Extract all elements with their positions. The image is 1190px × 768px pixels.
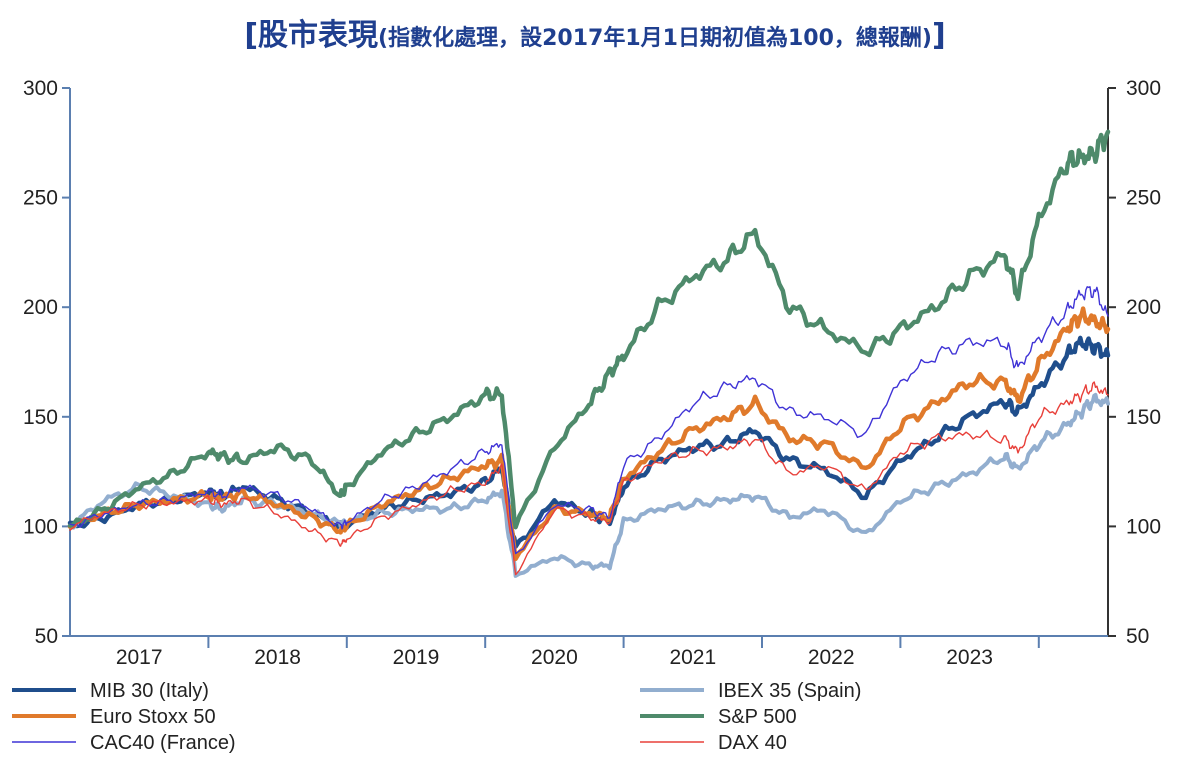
y-tick-label-right: 250 xyxy=(1126,187,1161,210)
y-tick-label-right: 300 xyxy=(1126,77,1161,100)
y-tick-label-right: 150 xyxy=(1126,406,1161,429)
y-tick-label-left: 200 xyxy=(23,296,58,319)
series-line-ibex-35-spain- xyxy=(68,392,1110,578)
y-tick-label-left: 100 xyxy=(23,515,58,538)
title-open-bracket: [ xyxy=(244,18,259,53)
legend-label: DAX 40 xyxy=(718,732,787,754)
x-tick-label: 2021 xyxy=(669,646,716,669)
x-tick-label: 2018 xyxy=(254,646,301,669)
series-line-mib-30-italy- xyxy=(67,335,1111,549)
y-tick-label-left: 50 xyxy=(35,625,58,648)
y-tick-label-left: 150 xyxy=(23,406,58,429)
series-line-s-p-500 xyxy=(67,129,1111,530)
legend-label: CAC40 (France) xyxy=(90,732,236,754)
x-tick-label: 2020 xyxy=(531,646,578,669)
series-line-cac40-france- xyxy=(69,286,1109,555)
title-main: 股市表現 xyxy=(258,18,379,53)
y-tick-label-right: 100 xyxy=(1126,515,1161,538)
y-tick-label-left: 250 xyxy=(23,187,58,210)
legend-label: Euro Stoxx 50 xyxy=(90,706,216,728)
legend-label: IBEX 35 (Spain) xyxy=(718,680,861,702)
y-tick-label-right: 200 xyxy=(1126,296,1161,319)
y-tick-label-left: 300 xyxy=(23,77,58,100)
chart-title: [股市表現(指數化處理，設2017年1月1日期初值為100，總報酬)] xyxy=(0,10,1190,54)
x-tick-label: 2022 xyxy=(808,646,855,669)
title-subtitle: (指數化處理，設2017年1月1日期初值為100，總報酬) xyxy=(378,26,932,51)
y-tick-label-right: 50 xyxy=(1126,625,1149,648)
series-line-euro-stoxx-50 xyxy=(67,306,1111,562)
legend-label: S&P 500 xyxy=(718,706,797,728)
x-tick-label: 2017 xyxy=(116,646,163,669)
legend-label: MIB 30 (Italy) xyxy=(90,680,209,702)
x-tick-label: 2023 xyxy=(946,646,993,669)
series-line-dax-40 xyxy=(69,381,1109,576)
x-tick-label: 2019 xyxy=(393,646,440,669)
title-close-bracket: ] xyxy=(931,18,946,53)
